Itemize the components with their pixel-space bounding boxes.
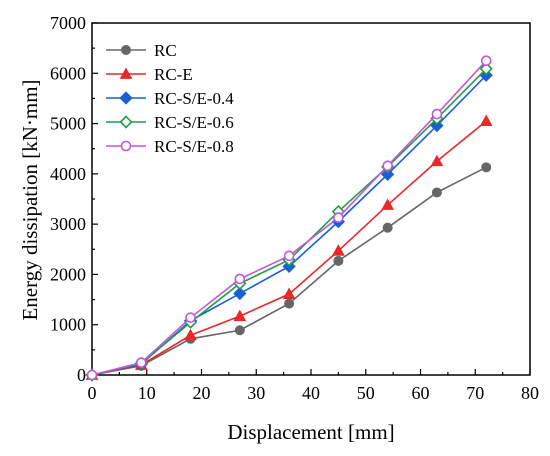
data-point — [480, 55, 492, 67]
series-line — [91, 68, 487, 376]
series-layer — [85, 55, 493, 382]
series-line — [91, 60, 487, 376]
x-tick-label: 40 — [302, 383, 320, 403]
legend-swatch-marker — [121, 45, 131, 55]
data-point — [431, 108, 443, 120]
x-tick-label: 50 — [357, 383, 375, 403]
legend-swatch-marker — [119, 115, 133, 129]
legend-swatch-marker — [119, 91, 133, 105]
data-point — [332, 244, 345, 256]
series-5 — [86, 55, 492, 381]
series-3 — [85, 68, 493, 382]
legend-label: RC-E — [154, 65, 193, 84]
data-point — [481, 162, 492, 173]
data-point — [333, 255, 344, 266]
data-point — [184, 328, 197, 341]
x-axis-title: Displacement [mm] — [227, 420, 394, 444]
data-point — [282, 287, 296, 299]
data-point — [283, 250, 295, 262]
data-point — [185, 312, 196, 323]
x-tick-label: 80 — [521, 383, 539, 403]
legend-swatch-marker — [119, 67, 133, 79]
data-point — [381, 167, 395, 181]
data-point — [381, 198, 394, 210]
series-line — [91, 120, 487, 376]
ticks: 0 10 20 30 40 50 60 70 80 0 1000 2000 3000 4000 5000 60… — [50, 13, 539, 403]
legend-entry: RC-S/E-0.6 — [106, 113, 234, 132]
legend-entry: RC-E — [106, 65, 193, 84]
data-point — [333, 212, 344, 223]
data-point — [284, 298, 295, 309]
data-point — [479, 62, 493, 76]
y-tick-label: 1000 — [50, 315, 86, 335]
data-point — [431, 187, 442, 198]
data-point — [135, 357, 147, 368]
legend-label: RC-S/E-0.8 — [154, 137, 234, 156]
data-point — [430, 154, 444, 167]
data-point — [234, 325, 245, 336]
y-axis-title: Energy dissipation [kN·mm] — [18, 79, 42, 320]
legend-entry: RC — [106, 41, 177, 60]
y-tick-label: 5000 — [50, 114, 86, 134]
x-tick-label: 20 — [193, 383, 211, 403]
series-line — [91, 74, 487, 376]
legend-label: RC-S/E-0.6 — [154, 113, 234, 132]
legend-label: RC-S/E-0.4 — [154, 89, 234, 108]
legend-swatch-marker — [120, 140, 132, 152]
x-tick-label: 30 — [247, 383, 265, 403]
y-tick-label: 3000 — [50, 214, 86, 234]
y-tick-label: 6000 — [50, 63, 86, 83]
x-tick-label: 10 — [138, 383, 156, 403]
data-point — [233, 309, 247, 322]
data-point — [382, 160, 393, 172]
x-tick-label: 0 — [88, 383, 97, 403]
data-point — [233, 286, 247, 301]
y-tick-label: 7000 — [50, 13, 86, 33]
legend-entry: RC-S/E-0.4 — [106, 89, 234, 108]
data-point — [86, 369, 98, 381]
data-point — [430, 118, 444, 133]
y-tick-label: 0 — [77, 365, 86, 385]
x-tick-label: 60 — [412, 383, 430, 403]
data-point — [234, 273, 246, 285]
data-point — [479, 114, 493, 126]
y-tick-label: 4000 — [50, 164, 86, 184]
legend-entry: RC-S/E-0.8 — [106, 137, 234, 156]
series-2 — [85, 114, 493, 380]
y-tick-label: 2000 — [50, 264, 86, 284]
x-tick-label: 70 — [466, 383, 484, 403]
legend: RC RC-E RC-S/E-0.4 RC-S/E-0.6 RC-S/E-0.8 — [106, 41, 234, 156]
data-point — [382, 222, 393, 233]
legend-label: RC — [154, 41, 177, 60]
series-4 — [85, 62, 493, 382]
